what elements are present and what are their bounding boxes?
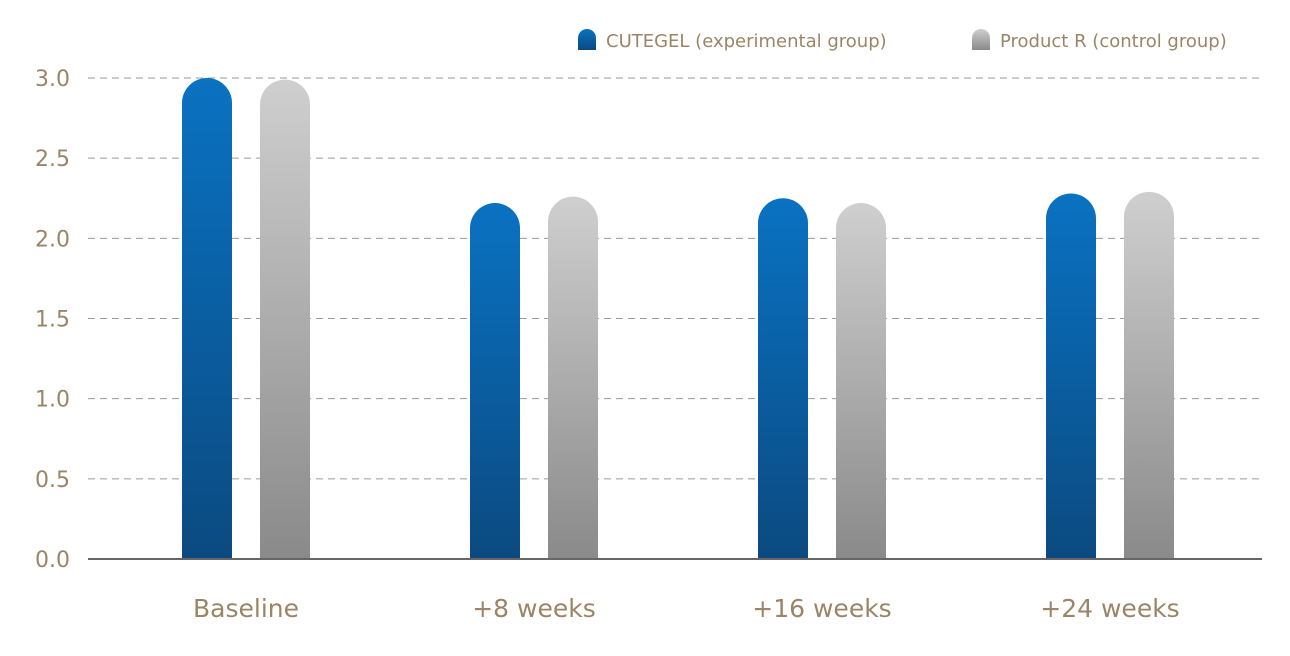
x-axis-category-labels: Baseline +8 weeks +16 weeks +24 weeks [193,594,1180,623]
bar-cutegel-2 [758,198,808,559]
legend-label-product-r: Product R (control group) [1000,31,1227,52]
bar-cutegel-1 [469,203,520,559]
y-axis-tick-labels: 0.0 0.5 1.0 1.5 2.0 2.5 3.0 [35,67,70,573]
y-tick-label: 2.5 [35,147,70,172]
legend: CUTEGEL (experimental group) Product R (… [578,29,1227,52]
y-tick-label: 0.5 [35,468,70,493]
bar-cutegel-0 [182,78,232,559]
legend-swatch-product-r [972,29,990,50]
legend-item-product-r: Product R (control group) [972,29,1227,52]
bar-cutegel-3 [1046,193,1096,559]
legend-swatch-cutegel [578,29,596,50]
x-category-label: Baseline [193,594,299,623]
y-tick-label: 1.5 [35,308,70,333]
y-tick-label: 1.0 [35,388,70,413]
legend-item-cutegel: CUTEGEL (experimental group) [578,29,887,52]
bar-product-r-1 [548,196,598,559]
bars [182,78,1174,559]
bar-product-r-2 [836,203,886,559]
y-tick-label: 3.0 [35,67,70,92]
x-category-label: +24 weeks [1040,594,1179,623]
bar-product-r-3 [1124,191,1174,559]
x-category-label: +8 weeks [472,594,596,623]
bar-product-r-0 [260,79,310,559]
x-category-label: +16 weeks [752,594,891,623]
legend-label-cutegel: CUTEGEL (experimental group) [606,31,887,52]
y-tick-label: 2.0 [35,227,70,252]
y-tick-label: 0.0 [35,548,70,573]
